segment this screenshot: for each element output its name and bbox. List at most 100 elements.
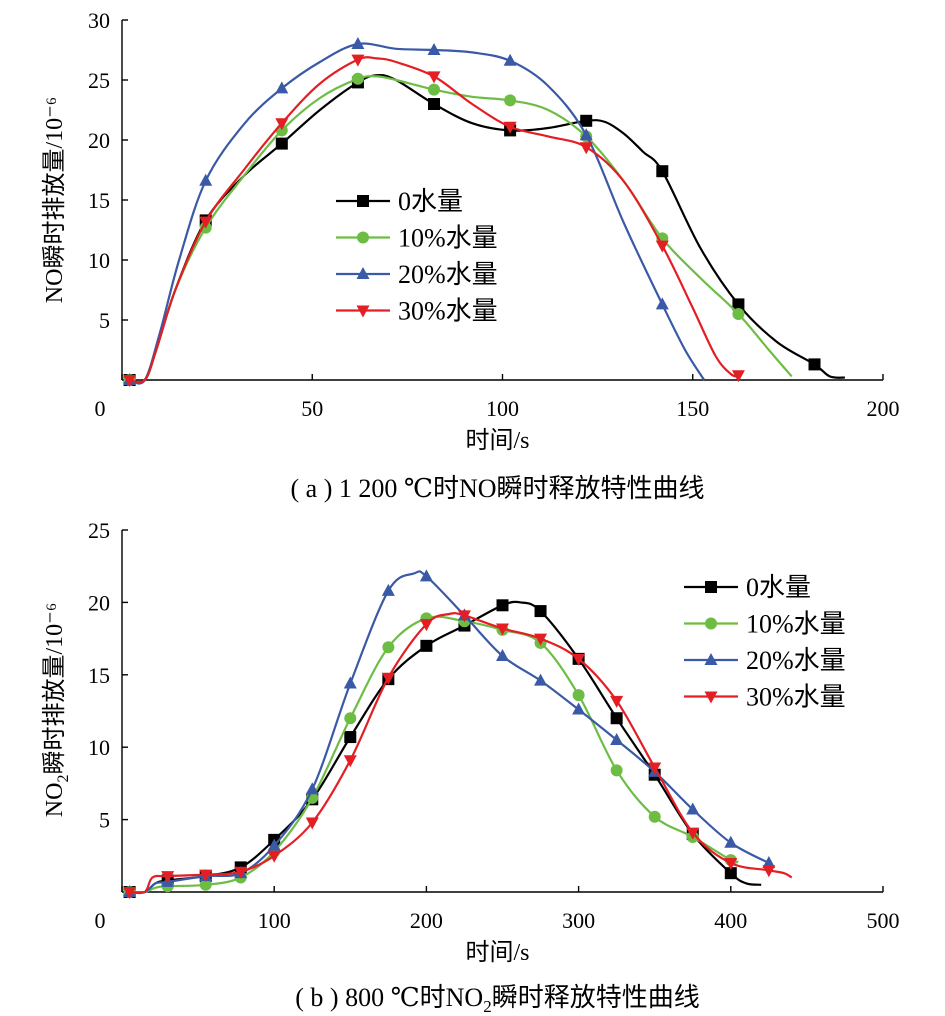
x-tick-label: 50 — [301, 396, 323, 421]
x-axis-label: 时间/s — [465, 939, 529, 966]
data-point — [161, 871, 175, 884]
chart-a: 0 50 100 150 200 5 10 15 20 25 30 时间/s NO瞬时排放量/10⁻⁶ (… — [41, 8, 900, 503]
legend-marker — [704, 653, 718, 665]
data-point — [427, 71, 441, 84]
caption-part: 瞬时释放特性曲线 — [492, 983, 700, 1012]
data-point — [305, 817, 319, 830]
data-point — [496, 623, 509, 636]
caption-part: ( b ) 800 ℃时NO — [295, 983, 483, 1012]
data-point — [732, 298, 745, 311]
x-tick-label: 400 — [714, 908, 747, 933]
data-point — [267, 838, 281, 851]
data-point — [655, 297, 669, 310]
data-point — [267, 850, 281, 863]
data-point — [234, 866, 248, 879]
y-tick-label: 10 — [88, 735, 110, 760]
data-point — [199, 878, 212, 891]
data-point — [724, 835, 738, 848]
legend-label: 10%水量 — [398, 224, 498, 253]
data-point — [351, 54, 365, 67]
series-0 — [123, 599, 762, 898]
legend-marker — [356, 305, 370, 318]
legend-label: 0水量 — [746, 573, 811, 602]
y-axis-label: NO瞬时排放量/10⁻⁶ — [41, 97, 68, 303]
data-point — [343, 676, 357, 689]
y-tick-label: 25 — [88, 68, 110, 93]
data-point — [381, 672, 395, 685]
data-point — [808, 358, 821, 371]
data-point — [762, 856, 776, 869]
series-line — [129, 56, 739, 384]
y-tick-label: 25 — [88, 518, 110, 543]
data-point — [762, 865, 776, 878]
y-tick-label: 20 — [88, 590, 110, 615]
legend-marker — [357, 231, 369, 244]
y-tick-label: 10 — [88, 248, 110, 273]
x-tick-label: 300 — [562, 908, 595, 933]
series-line — [129, 615, 739, 894]
chart-caption: ( a ) 1 200 ℃时NO瞬时释放特性曲线 — [291, 474, 705, 503]
series-line — [129, 42, 706, 385]
legend-label: 30%水量 — [398, 297, 498, 326]
data-point — [534, 605, 547, 618]
data-point — [344, 712, 357, 725]
series-2 — [123, 569, 776, 897]
data-point — [579, 128, 593, 141]
y-tick-label: 15 — [88, 188, 110, 213]
x-tick-label: 0 — [95, 908, 106, 933]
data-point — [427, 43, 441, 55]
data-point — [504, 94, 517, 107]
y-tick-label: 5 — [99, 308, 110, 333]
y-axis-label-part: 瞬时排放量/10⁻⁶ — [41, 603, 68, 775]
x-tick-label: 0 — [95, 396, 106, 421]
series-2 — [123, 37, 706, 385]
y-tick-label: 20 — [88, 128, 110, 153]
data-point — [655, 240, 669, 253]
data-point — [503, 53, 517, 66]
data-point — [610, 712, 623, 725]
data-point — [656, 165, 669, 178]
legend-label: 10%水量 — [746, 610, 846, 639]
legend: 0水量 10%水量 20%水量 30%水量 — [336, 187, 498, 326]
legend: 0水量 10%水量 20%水量 30%水量 — [684, 573, 846, 712]
legend-label: 20%水量 — [398, 260, 498, 289]
data-point — [572, 689, 585, 702]
data-point — [457, 610, 471, 623]
data-point — [382, 641, 395, 654]
data-point — [534, 673, 548, 686]
data-point — [503, 121, 517, 134]
series-line — [129, 600, 762, 894]
legend-marker — [357, 195, 369, 207]
data-point — [381, 583, 395, 596]
series-1 — [123, 612, 739, 898]
legend-marker — [705, 581, 717, 593]
data-point — [419, 619, 433, 632]
data-point — [420, 639, 433, 652]
caption-sub: 2 — [483, 997, 492, 1016]
x-tick-label: 200 — [410, 908, 443, 933]
data-point — [275, 81, 289, 94]
data-point — [199, 216, 213, 229]
chart-b: 0 100 200 300 400 500510152025时间/sNO2瞬时排放量/10… — [41, 518, 900, 1016]
data-point — [732, 308, 745, 320]
data-point — [428, 98, 441, 110]
data-point — [724, 867, 737, 880]
legend-label: 30%水量 — [746, 683, 846, 712]
x-tick-label: 100 — [258, 908, 291, 933]
y-axis-label-part: NO — [42, 783, 68, 818]
legend-marker — [356, 267, 370, 279]
data-point — [572, 702, 586, 715]
legend-label: 0水量 — [398, 187, 463, 216]
legend-marker — [704, 691, 718, 704]
data-point — [534, 633, 548, 646]
data-point — [724, 858, 738, 871]
series-3 — [123, 54, 745, 387]
y-axis-label: NO2瞬时排放量/10⁻⁶ — [41, 603, 72, 817]
data-point — [686, 802, 700, 815]
x-axis-label: 时间/s — [465, 427, 529, 454]
data-point — [344, 731, 357, 744]
data-point — [343, 755, 357, 768]
data-point — [275, 137, 288, 150]
data-point — [305, 782, 319, 795]
